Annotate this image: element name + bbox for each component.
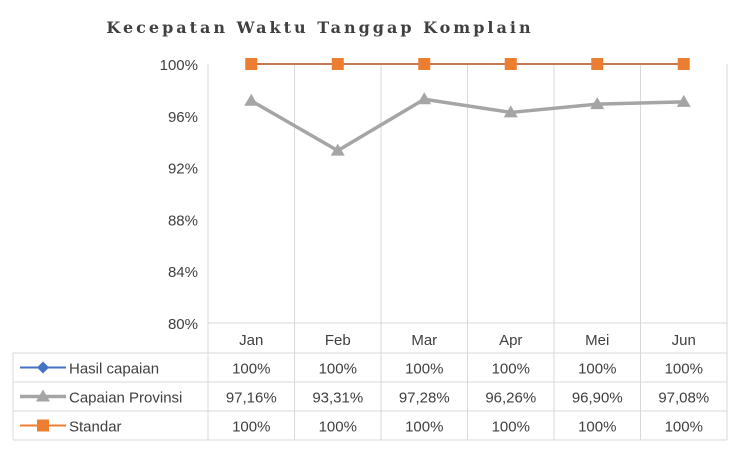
legend-label: Hasil capaian bbox=[69, 361, 159, 378]
table-cell: 100% bbox=[319, 361, 357, 378]
legend-key-marker bbox=[36, 389, 50, 402]
chart-title: Kecepatan Waktu Tanggap Komplain bbox=[106, 18, 534, 37]
x-tick-label: Mei bbox=[585, 332, 609, 349]
y-tick-label: 88% bbox=[168, 212, 198, 229]
data-point bbox=[591, 58, 604, 70]
y-tick-label: 84% bbox=[168, 264, 198, 281]
legend-key-marker bbox=[37, 361, 49, 374]
data-point bbox=[504, 58, 517, 70]
x-tick-label: Jun bbox=[672, 332, 696, 349]
table-cell: 97,16% bbox=[226, 390, 277, 407]
table-cell: 100% bbox=[492, 361, 530, 378]
table-cell: 100% bbox=[232, 419, 270, 436]
table-cell: 100% bbox=[319, 419, 357, 436]
data-point bbox=[676, 94, 691, 107]
table-cell: 100% bbox=[492, 419, 530, 436]
data-point bbox=[244, 93, 259, 106]
y-tick-label: 100% bbox=[160, 57, 198, 74]
x-tick-label: Jan bbox=[239, 332, 263, 349]
table-cell: 97,08% bbox=[658, 390, 709, 407]
legend-key-marker bbox=[37, 419, 49, 432]
table-cell: 100% bbox=[405, 419, 443, 436]
table-cell: 100% bbox=[405, 361, 443, 378]
legend-label: Standar bbox=[69, 419, 122, 436]
data-point bbox=[590, 97, 605, 110]
data-point bbox=[331, 58, 344, 70]
x-tick-label: Feb bbox=[325, 332, 351, 349]
data-point bbox=[418, 58, 431, 70]
table-cell: 100% bbox=[578, 361, 616, 378]
table-cell: 96,26% bbox=[485, 390, 536, 407]
y-tick-label: 80% bbox=[168, 316, 198, 333]
x-tick-label: Apr bbox=[499, 332, 522, 349]
y-tick-label: 92% bbox=[168, 161, 198, 178]
data-point bbox=[677, 58, 690, 70]
table-cell: 96,90% bbox=[572, 390, 623, 407]
data-point bbox=[330, 143, 345, 156]
table-cell: 100% bbox=[578, 419, 616, 436]
data-point bbox=[245, 58, 258, 70]
legend-label: Capaian Provinsi bbox=[69, 390, 182, 407]
table-cell: 100% bbox=[665, 361, 703, 378]
data-point bbox=[503, 105, 518, 118]
table-cell: 100% bbox=[665, 419, 703, 436]
series-line-1 bbox=[250, 97, 684, 153]
table-cell: 100% bbox=[232, 361, 270, 378]
table-cell: 93,31% bbox=[312, 390, 363, 407]
data-point bbox=[417, 92, 432, 105]
x-tick-label: Mar bbox=[411, 332, 437, 349]
y-tick-label: 96% bbox=[168, 109, 198, 126]
table-cell: 97,28% bbox=[399, 390, 450, 407]
